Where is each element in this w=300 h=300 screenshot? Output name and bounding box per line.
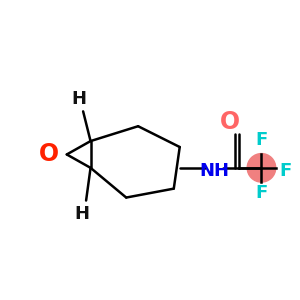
- Text: H: H: [71, 91, 86, 109]
- Text: NH: NH: [200, 162, 230, 180]
- Text: F: F: [279, 162, 291, 180]
- Circle shape: [247, 154, 276, 182]
- Text: H: H: [74, 205, 89, 223]
- Text: F: F: [255, 184, 268, 202]
- Text: O: O: [220, 110, 240, 134]
- Text: F: F: [255, 130, 268, 148]
- Text: O: O: [39, 142, 59, 167]
